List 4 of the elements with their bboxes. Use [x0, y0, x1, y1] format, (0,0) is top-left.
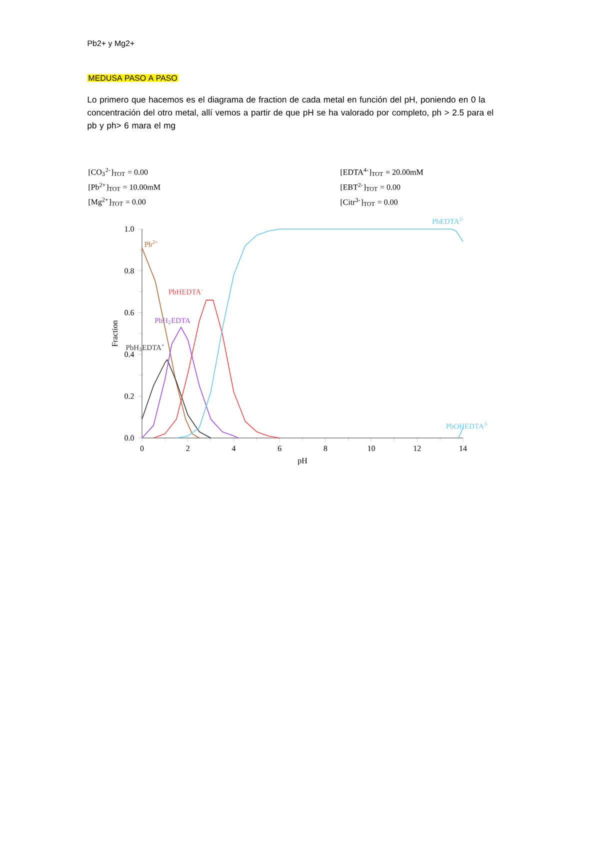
text: Lo primero que hacemos es el diagrama de fraction de cada metal en función del pH, poniendo en 0 la concentración del otro metal, allí vemos a partir de que pH se ha valorado por completo, ph > 2.5 para el pb y ph> 6 mara el mg	[88, 96, 494, 130]
line-series	[142, 359, 212, 438]
line-series	[142, 247, 200, 438]
line-series	[142, 326, 239, 438]
